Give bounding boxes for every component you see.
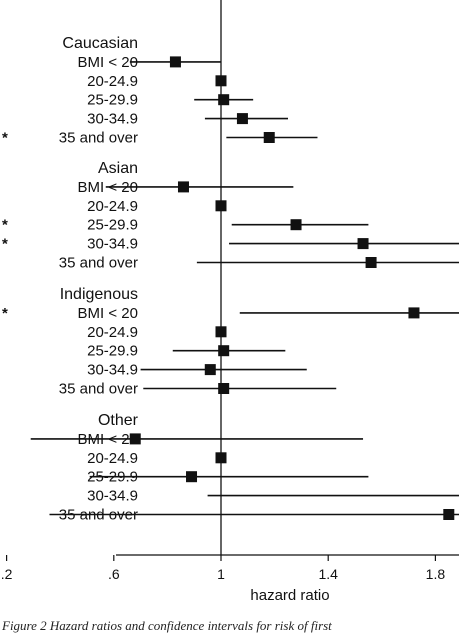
hazard-ratio-marker [215,200,227,212]
x-tick-label: .2 [1,566,13,582]
row-label: BMI < 20 [78,305,138,322]
group-label: Caucasian [62,35,138,52]
hazard-ratio-marker [215,75,227,87]
hazard-ratio-marker [215,452,227,464]
significance-star: * [2,236,8,253]
row-labels: Caucasian BMI < 20 20-24.9 25-29.9 30-34.9 35… [2,35,139,524]
x-tick-label: .6 [108,566,120,582]
row-label: 35 and over [59,130,138,147]
row-label: 35 and over [59,255,138,272]
hazard-ratio-marker [218,383,230,394]
hazard-ratio-marker [443,509,455,520]
forest-plot: Caucasian BMI < 20 20-24.9 25-29.9 30-34.9 35… [1,0,459,604]
row-label: 25-29.9 [87,217,138,234]
row-label: 30-34.9 [87,362,138,379]
x-tick-label: 1.4 [318,566,338,582]
row-label: 20-24.9 [87,198,138,215]
row-label: BMI < 20 [78,54,138,71]
row-label: 30-34.9 [87,488,138,505]
row-label: 25-29.9 [87,92,138,109]
hazard-ratio-marker [357,238,369,250]
hazard-ratio-marker [290,219,302,231]
row-label: 30-34.9 [87,236,138,253]
row-label: 20-24.9 [87,73,138,90]
significance-star: * [2,217,8,234]
hazard-ratio-marker [236,113,248,125]
hazard-ratio-marker [186,471,198,483]
hazard-ratio-marker [215,326,227,338]
significance-star: * [2,130,8,147]
x-tick-label: 1 [217,566,225,582]
group-label: Other [98,412,139,429]
significance-star: * [2,305,8,322]
hazard-ratio-marker [408,307,420,319]
hazard-ratio-marker [218,94,230,106]
hazard-ratio-marker [218,345,230,357]
group-label: Asian [98,160,138,177]
hazard-ratio-marker [129,433,141,445]
hazard-ratio-marker [263,132,275,143]
hazard-ratio-marker [177,181,189,193]
row-label: 25-29.9 [87,343,138,360]
row-label: 20-24.9 [87,450,138,467]
row-label: 35 and over [59,381,138,398]
row-label: 20-24.9 [87,324,138,341]
x-axis: .2.611.41.82.22.63 [1,554,459,582]
hazard-ratio-marker [204,364,216,376]
figure-caption: Figure 2 Hazard ratios and confidence in… [2,618,332,633]
x-axis-title: hazard ratio [250,587,329,604]
group-label: Indigenous [60,286,138,303]
hazard-ratio-marker [365,257,377,268]
x-tick-label: 1.8 [426,566,446,582]
estimate-marks [30,56,459,520]
hazard-ratio-marker [169,56,181,68]
row-label: 30-34.9 [87,111,138,128]
